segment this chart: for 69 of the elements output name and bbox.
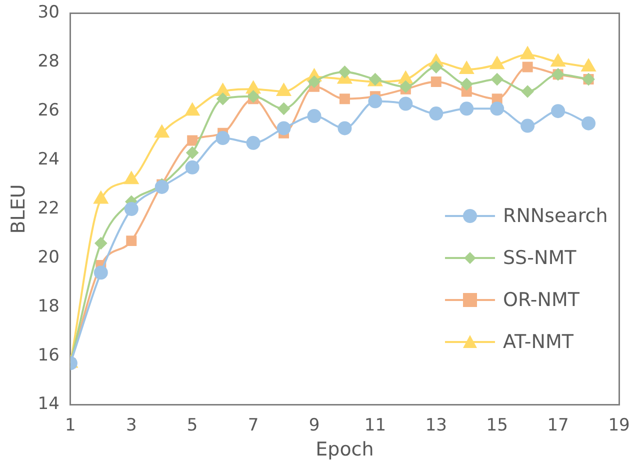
point (276, 121, 291, 136)
point (246, 81, 260, 94)
point (430, 76, 442, 87)
point (216, 131, 230, 146)
point (338, 66, 351, 78)
point (246, 136, 260, 150)
legend-label: SS-NMT (503, 247, 576, 269)
point (490, 102, 504, 116)
y-tick-label: 18 (38, 296, 60, 316)
point (460, 102, 474, 116)
point (124, 202, 138, 216)
point (94, 237, 107, 250)
point (368, 94, 382, 108)
point (216, 92, 229, 105)
point (550, 54, 566, 67)
x-tick-label: 15 (486, 415, 508, 436)
x-tick-label: 19 (608, 415, 630, 436)
point (490, 56, 504, 70)
y-tick-label: 26 (38, 100, 60, 121)
x-tick-label: 5 (186, 415, 198, 436)
point (339, 94, 350, 104)
point (338, 121, 352, 136)
point (278, 102, 290, 115)
y-tick-label: 20 (38, 247, 60, 268)
point (491, 73, 504, 86)
point (154, 125, 169, 138)
point (307, 108, 322, 123)
point (520, 118, 535, 133)
y-axis-title: BLEU (7, 184, 30, 234)
point (185, 103, 200, 116)
point (247, 90, 260, 102)
x-tick-label: 13 (425, 415, 447, 436)
point (187, 135, 198, 146)
point (520, 46, 535, 60)
point (460, 61, 474, 74)
point (430, 61, 442, 74)
y-tick-label: 30 (38, 2, 60, 23)
point (185, 160, 200, 174)
x-tick-label: 7 (248, 415, 259, 436)
x-tick-label: 9 (308, 415, 320, 436)
point (581, 59, 596, 72)
legend-label: AT-NMT (503, 331, 574, 353)
y-tick-label: 16 (38, 345, 60, 366)
point (400, 80, 412, 93)
point (522, 62, 533, 72)
point (551, 104, 566, 118)
legend-label: OR-NMT (503, 289, 580, 311)
x-axis-title: Epoch (316, 438, 374, 461)
point (126, 236, 137, 246)
y-tick-label: 28 (38, 52, 60, 72)
y-tick-label: 14 (38, 394, 60, 414)
point (522, 86, 534, 98)
x-tick-label: 3 (126, 415, 137, 436)
point (460, 78, 473, 90)
x-tick-label: 11 (364, 415, 386, 436)
point (216, 84, 230, 96)
point (94, 266, 108, 280)
point (276, 84, 291, 96)
y-tick-label: 22 (38, 198, 60, 218)
point (308, 76, 320, 88)
legend-label: RNNsearch (503, 205, 608, 227)
y-tick-label: 24 (38, 149, 60, 170)
point (582, 116, 596, 130)
x-tick-label: 17 (547, 415, 569, 436)
point (429, 106, 444, 121)
x-tick-label: 1 (65, 415, 76, 436)
point (186, 146, 198, 159)
point (398, 96, 413, 111)
point (154, 180, 169, 194)
